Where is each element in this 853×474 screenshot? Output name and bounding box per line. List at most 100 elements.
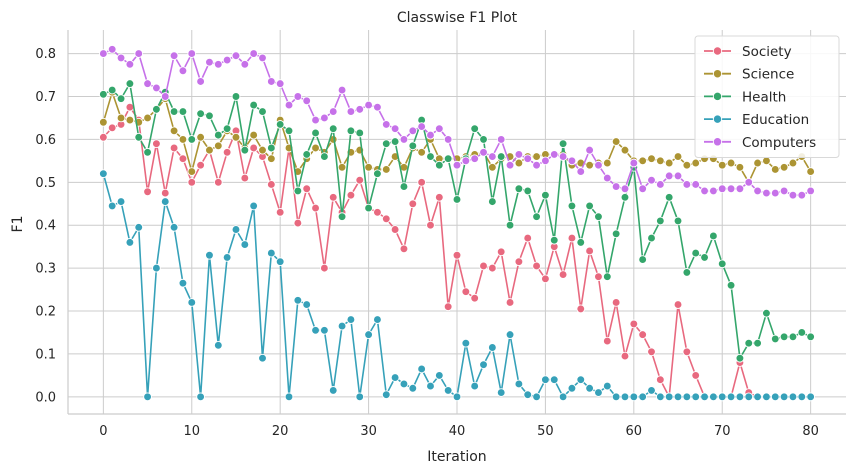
series-computers: [99, 44, 815, 200]
data-point: [620, 351, 630, 361]
data-point: [452, 250, 462, 260]
data-point: [647, 347, 656, 357]
data-point: [152, 263, 161, 273]
legend-label: Education: [742, 112, 809, 128]
data-point: [205, 145, 214, 155]
data-point: [125, 115, 135, 125]
data-point: [647, 175, 656, 185]
data-point: [134, 223, 144, 232]
data-point: [311, 115, 320, 125]
data-point: [390, 124, 400, 134]
data-point: [735, 162, 745, 172]
data-point: [284, 126, 294, 136]
data-point: [169, 51, 179, 61]
data-point: [222, 124, 232, 134]
data-point: [125, 79, 135, 88]
data-point: [620, 184, 630, 194]
data-point: [178, 107, 188, 116]
data-point: [479, 147, 488, 157]
data-point: [417, 122, 426, 131]
data-point: [488, 197, 497, 206]
data-point: [629, 319, 639, 329]
data-point: [567, 383, 577, 393]
data-point: [806, 332, 815, 342]
data-point: [222, 253, 232, 262]
data-point: [152, 105, 161, 114]
data-point: [258, 107, 267, 116]
data-point: [532, 152, 541, 161]
legend-label: Computers: [742, 135, 816, 151]
data-point: [275, 79, 285, 88]
legend-entry: Computers: [704, 135, 816, 151]
data-point: [302, 150, 312, 159]
data-point: [638, 184, 648, 194]
data-point: [408, 126, 418, 136]
data-point: [470, 381, 480, 391]
data-point: [320, 263, 329, 273]
data-point: [788, 392, 798, 402]
data-point: [381, 165, 391, 174]
data-point: [187, 167, 197, 176]
data-point: [107, 85, 117, 95]
data-point: [293, 295, 303, 305]
data-point: [116, 197, 126, 206]
data-point: [585, 160, 594, 170]
data-point: [355, 105, 365, 114]
data-point: [99, 169, 108, 179]
legend-box: [694, 35, 840, 158]
data-point: [638, 392, 648, 402]
data-point: [620, 392, 630, 402]
data-point: [691, 371, 701, 380]
data-point: [638, 156, 648, 166]
data-point: [152, 139, 161, 149]
data-point: [717, 184, 727, 194]
data-point: [470, 154, 480, 164]
data-point: [284, 100, 294, 110]
data-point: [196, 392, 205, 402]
data-point: [160, 197, 170, 206]
data-point: [523, 154, 533, 164]
data-point: [744, 177, 754, 187]
data-point: [532, 261, 541, 271]
data-point: [222, 147, 232, 157]
data-point: [373, 102, 382, 112]
data-point: [691, 158, 701, 168]
data-point: [426, 220, 435, 230]
data-point: [240, 59, 250, 69]
data-point: [187, 49, 197, 58]
data-point: [169, 107, 179, 116]
data-point: [655, 392, 665, 402]
x-tick-label: 10: [183, 424, 200, 439]
data-point: [594, 272, 603, 282]
data-point: [664, 171, 674, 181]
data-point: [461, 338, 471, 348]
data-point: [691, 392, 701, 402]
tick-labels: 0 10 20 30 40 50 60 70 80 0.0 0.1 0.2 0.3 0.4 0.5 0.6 0.…: [35, 47, 819, 439]
data-point: [355, 175, 365, 185]
data-point: [735, 353, 745, 363]
data-point: [779, 332, 789, 342]
data-point: [373, 208, 382, 217]
data-point: [762, 308, 771, 318]
y-tick-label: 0.4: [35, 219, 56, 234]
data-point: [187, 298, 197, 307]
y-tick-label: 0.8: [35, 47, 56, 62]
data-point: [381, 214, 391, 224]
data-point: [629, 158, 639, 168]
data-point: [178, 154, 188, 164]
data-point: [611, 229, 621, 239]
x-tick-label: 60: [626, 424, 643, 439]
data-point: [496, 388, 506, 397]
data-point: [700, 253, 709, 262]
data-point: [417, 364, 426, 374]
data-point: [717, 160, 727, 170]
data-point: [222, 55, 232, 65]
data-point: [337, 321, 347, 331]
series-health: [99, 79, 815, 363]
data-point: [594, 388, 603, 397]
data-point: [585, 145, 594, 155]
data-point: [452, 195, 462, 204]
data-point: [293, 218, 303, 228]
data-point: [611, 298, 621, 307]
data-point: [806, 167, 815, 176]
